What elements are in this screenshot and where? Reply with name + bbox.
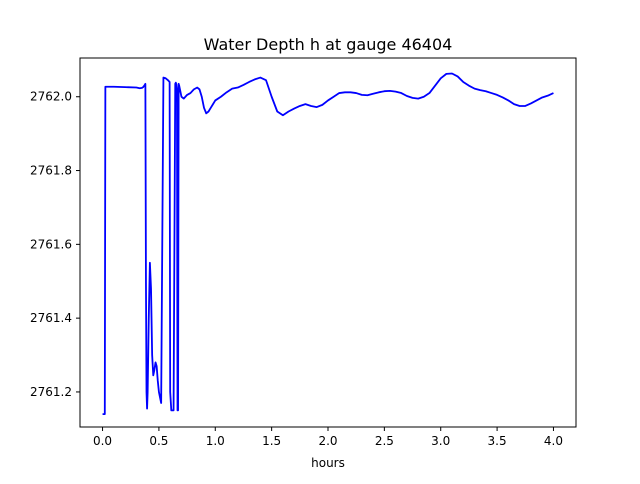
y-tick-label: 2761.2 (30, 385, 72, 399)
x-tick-label: 3.0 (431, 434, 450, 448)
series-line (102, 72, 554, 415)
x-tick-label: 1.5 (262, 434, 281, 448)
x-tick-label: 0.5 (149, 434, 168, 448)
x-tick-label: 4.0 (544, 434, 563, 448)
x-tick-label: 1.0 (206, 434, 225, 448)
x-tick-label: 2.0 (318, 434, 337, 448)
x-tick-label: 0.0 (93, 434, 112, 448)
x-tick-label: 2.5 (375, 434, 394, 448)
y-axis-ticks: 2761.2 2761.4 2761.6 2761.8 2762.0 (30, 90, 80, 399)
x-axis-ticks: 0.0 0.5 1.0 1.5 2.0 2.5 3.0 3.5 4.0 (93, 427, 563, 448)
chart-title: Water Depth h at gauge 46404 (204, 35, 453, 54)
y-tick-label: 2762.0 (30, 90, 72, 104)
x-tick-label: 3.5 (488, 434, 507, 448)
y-tick-label: 2761.8 (30, 164, 72, 178)
plot-area-frame (79, 57, 577, 428)
x-axis-label: hours (311, 456, 345, 470)
y-tick-label: 2761.4 (30, 311, 72, 325)
y-tick-label: 2761.6 (30, 237, 72, 251)
